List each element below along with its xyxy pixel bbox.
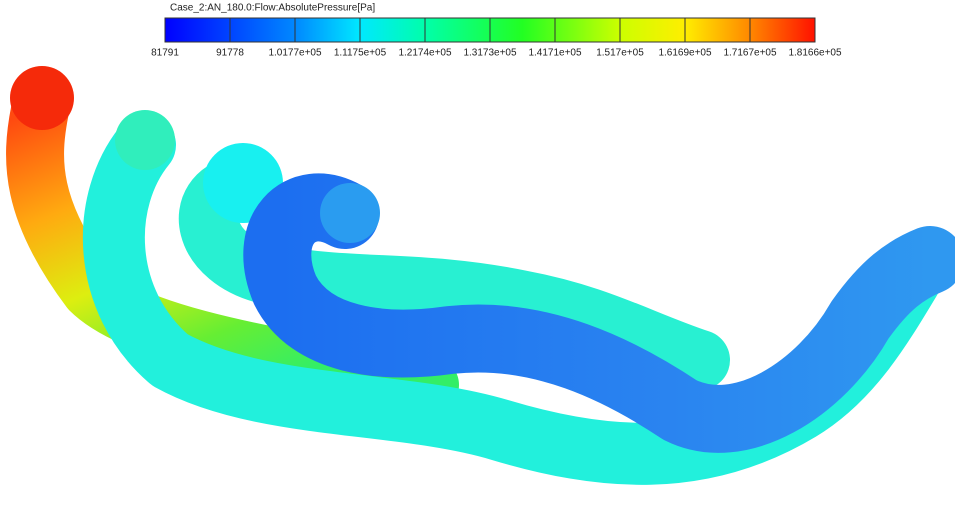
geometry (10, 66, 930, 454)
color-bar: Case_2:AN_180.0:Flow:AbsolutePressure[Pa… (151, 3, 842, 59)
color-bar-tick-label: 1.3173e+05 (463, 48, 517, 59)
legend-title: Case_2:AN_180.0:Flow:AbsolutePressure[Pa… (170, 3, 375, 14)
pipe-4-inlet (320, 183, 380, 243)
page: {"legend": {"title": "Case_2:AN_180.0:Fl… (0, 0, 955, 508)
color-bar-tick-label: 1.7167e+05 (723, 48, 777, 59)
color-bar-tick-label: 81791 (151, 48, 179, 59)
color-bar-tick-label: 1.517e+05 (596, 48, 644, 59)
color-bar-tick-label: 1.1175e+05 (334, 48, 387, 59)
color-bar-tick-label: 1.2174e+05 (398, 48, 452, 59)
color-bar-tick-label: 91778 (216, 48, 244, 59)
color-bar-tick-label: 1.0177e+05 (268, 48, 322, 59)
color-bar-tick-label: 1.6169e+05 (658, 48, 712, 59)
color-bar-tick-label: 1.8166e+05 (788, 48, 842, 59)
pipe-2-inlet (115, 110, 175, 170)
color-bar-tick-label: 1.4171e+05 (528, 48, 582, 59)
pipe-1-inlet (10, 66, 74, 130)
cfd-view: Case_2:AN_180.0:Flow:AbsolutePressure[Pa… (0, 0, 955, 508)
